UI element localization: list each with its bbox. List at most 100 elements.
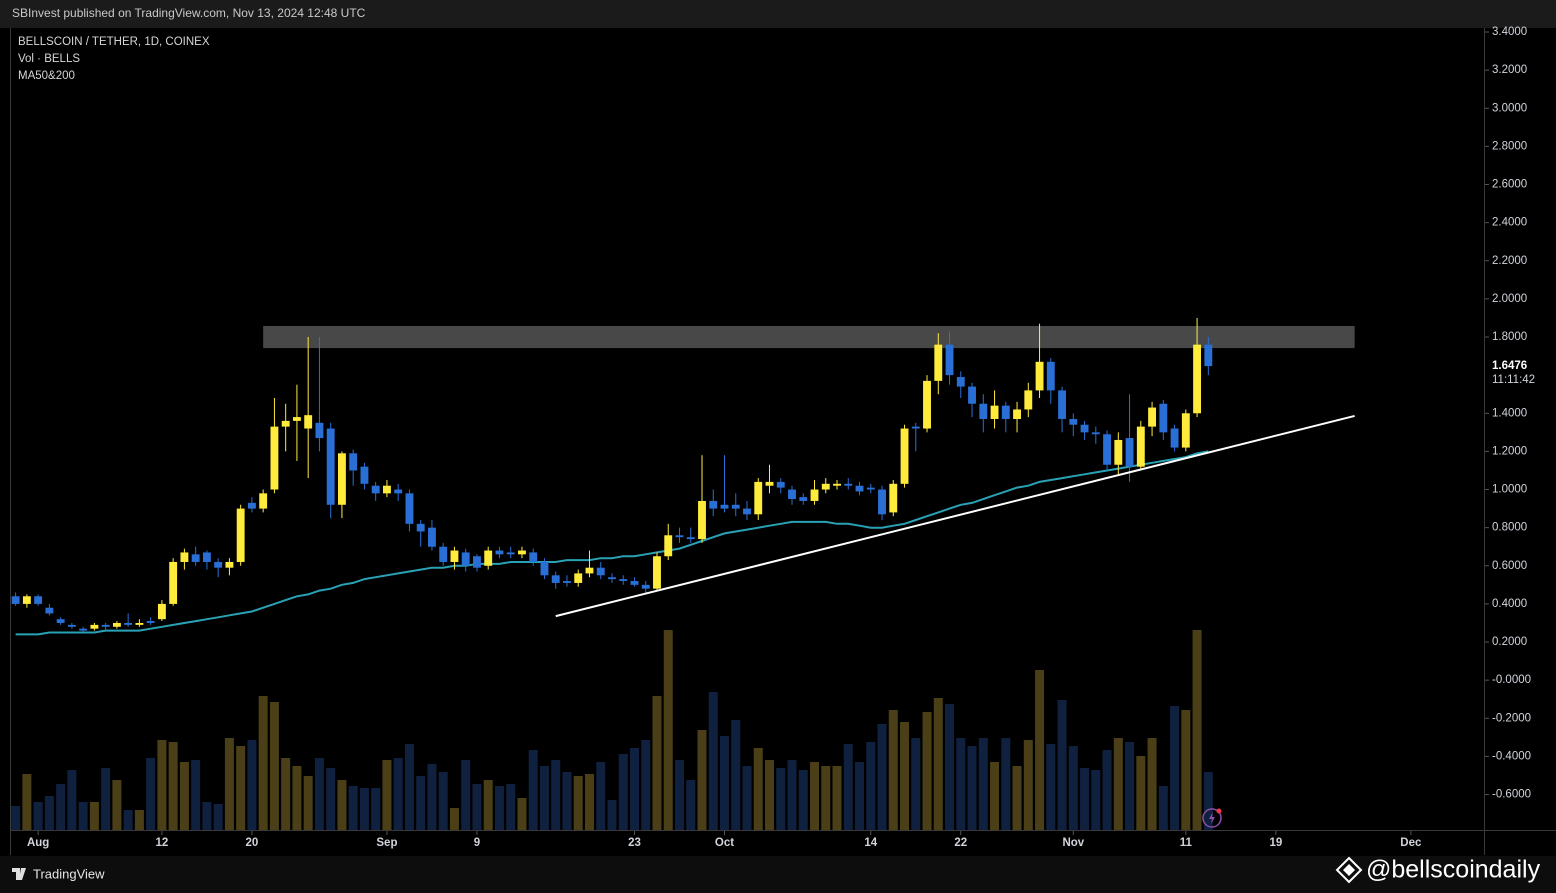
volume-bar (393, 758, 403, 830)
candle-body (461, 552, 470, 566)
candle-body (1001, 405, 1010, 419)
candle-body (1069, 418, 1078, 425)
volume-bar (213, 804, 223, 830)
x-tick-label: 14 (864, 837, 877, 849)
volume-bar (629, 748, 639, 830)
y-tick-label: 3.0000 (1492, 102, 1527, 114)
volume-bar (765, 760, 775, 830)
alert-icon (1202, 808, 1222, 828)
candle-body (1024, 390, 1033, 410)
volume-bar (416, 776, 426, 830)
x-tick-label: Oct (715, 837, 734, 849)
candle-body (1181, 413, 1190, 448)
y-tick-label: 2.8000 (1492, 140, 1527, 152)
legend-entry: MA50&200 (18, 70, 75, 82)
candle-body (596, 567, 605, 576)
volume-bar (112, 780, 122, 830)
volume-bar (1068, 746, 1078, 830)
candle-body (484, 550, 493, 566)
volume-bar (56, 784, 66, 830)
candle-body (1159, 403, 1168, 433)
candle-body (529, 552, 538, 562)
candle-body (326, 428, 335, 505)
candle-body (923, 380, 931, 429)
candle-body (799, 497, 808, 501)
volume-bar (933, 698, 943, 830)
candle-body (416, 523, 425, 532)
y-tick-label: 0.6000 (1492, 560, 1527, 572)
candle-body (709, 500, 718, 509)
tv-logo (12, 868, 26, 880)
candle-body (405, 493, 414, 524)
x-tick-label: 23 (628, 837, 641, 849)
volume-bar (11, 806, 21, 830)
candle-body (945, 344, 954, 376)
y-tick-label: 1.2000 (1492, 445, 1527, 457)
candle-body (56, 619, 65, 623)
x-tick-label: 20 (246, 837, 259, 849)
volume-bar (742, 766, 752, 830)
volume-bar (1147, 738, 1157, 830)
last-price-label: 1.6476 (1492, 360, 1527, 372)
volume-bar (731, 720, 741, 830)
volume-bar (517, 798, 527, 830)
y-tick-label: 3.2000 (1492, 64, 1527, 76)
volume-bar (224, 738, 234, 830)
volume-bar (191, 760, 201, 830)
volume-bar (855, 762, 865, 830)
candle-body (619, 579, 628, 582)
volume-bar (686, 780, 696, 830)
candle-body (45, 607, 54, 614)
volume-bar (483, 780, 493, 830)
volume-bar (247, 740, 257, 830)
volume-bar (1170, 706, 1180, 830)
candle-body (1058, 390, 1066, 419)
volume-bar (1136, 756, 1146, 830)
watermark: @bellscoindaily (1366, 856, 1541, 884)
candle-body (157, 603, 166, 620)
candle-body (202, 552, 211, 562)
candle-body (292, 417, 301, 421)
candle-body (247, 502, 256, 509)
volume-bar (1091, 770, 1101, 830)
alert-dot (1216, 808, 1222, 814)
volume-bar (202, 802, 212, 830)
volume-bar (438, 772, 448, 830)
legend: BELLSCOIN / TETHER, 1D, COINEX Vol · BELL… (18, 36, 210, 82)
x-tick-label: 9 (474, 837, 480, 849)
candle-body (585, 567, 594, 574)
volume-bar (618, 754, 628, 830)
volume-bar (551, 760, 561, 830)
trendline (555, 414, 1355, 618)
candle-body (1136, 426, 1145, 467)
volume-bar (179, 762, 189, 830)
volume-bar (314, 758, 324, 830)
resistance-zone (263, 325, 1355, 349)
volume-bar (584, 774, 594, 830)
candle-body (776, 481, 785, 488)
volume-bar (1113, 738, 1123, 830)
volume-bar (44, 796, 54, 830)
volume-bar (843, 744, 853, 830)
volume-bar (1046, 744, 1056, 830)
overlay-layer (15, 325, 1355, 636)
volume-bar (427, 764, 437, 830)
y-tick-label: 2.6000 (1492, 179, 1527, 191)
publish-note: SBInvest published on TradingView.com, N… (12, 6, 366, 20)
volume-bar (506, 784, 516, 830)
candle-body (22, 596, 31, 604)
x-tick-label: 19 (1269, 837, 1282, 849)
candle-body (551, 575, 560, 583)
candle-body (765, 481, 774, 486)
x-tick-label: Nov (1062, 837, 1084, 849)
volume-bar (303, 776, 313, 830)
candle-body (428, 527, 436, 547)
candle-body (169, 561, 178, 604)
candle-body (337, 453, 346, 505)
candle-body (675, 535, 684, 538)
volume-bar (945, 704, 955, 830)
volume-bar (719, 736, 729, 830)
watermark-diamond (1335, 856, 1363, 884)
volume-bar (798, 770, 808, 830)
volume-bar (146, 758, 156, 830)
